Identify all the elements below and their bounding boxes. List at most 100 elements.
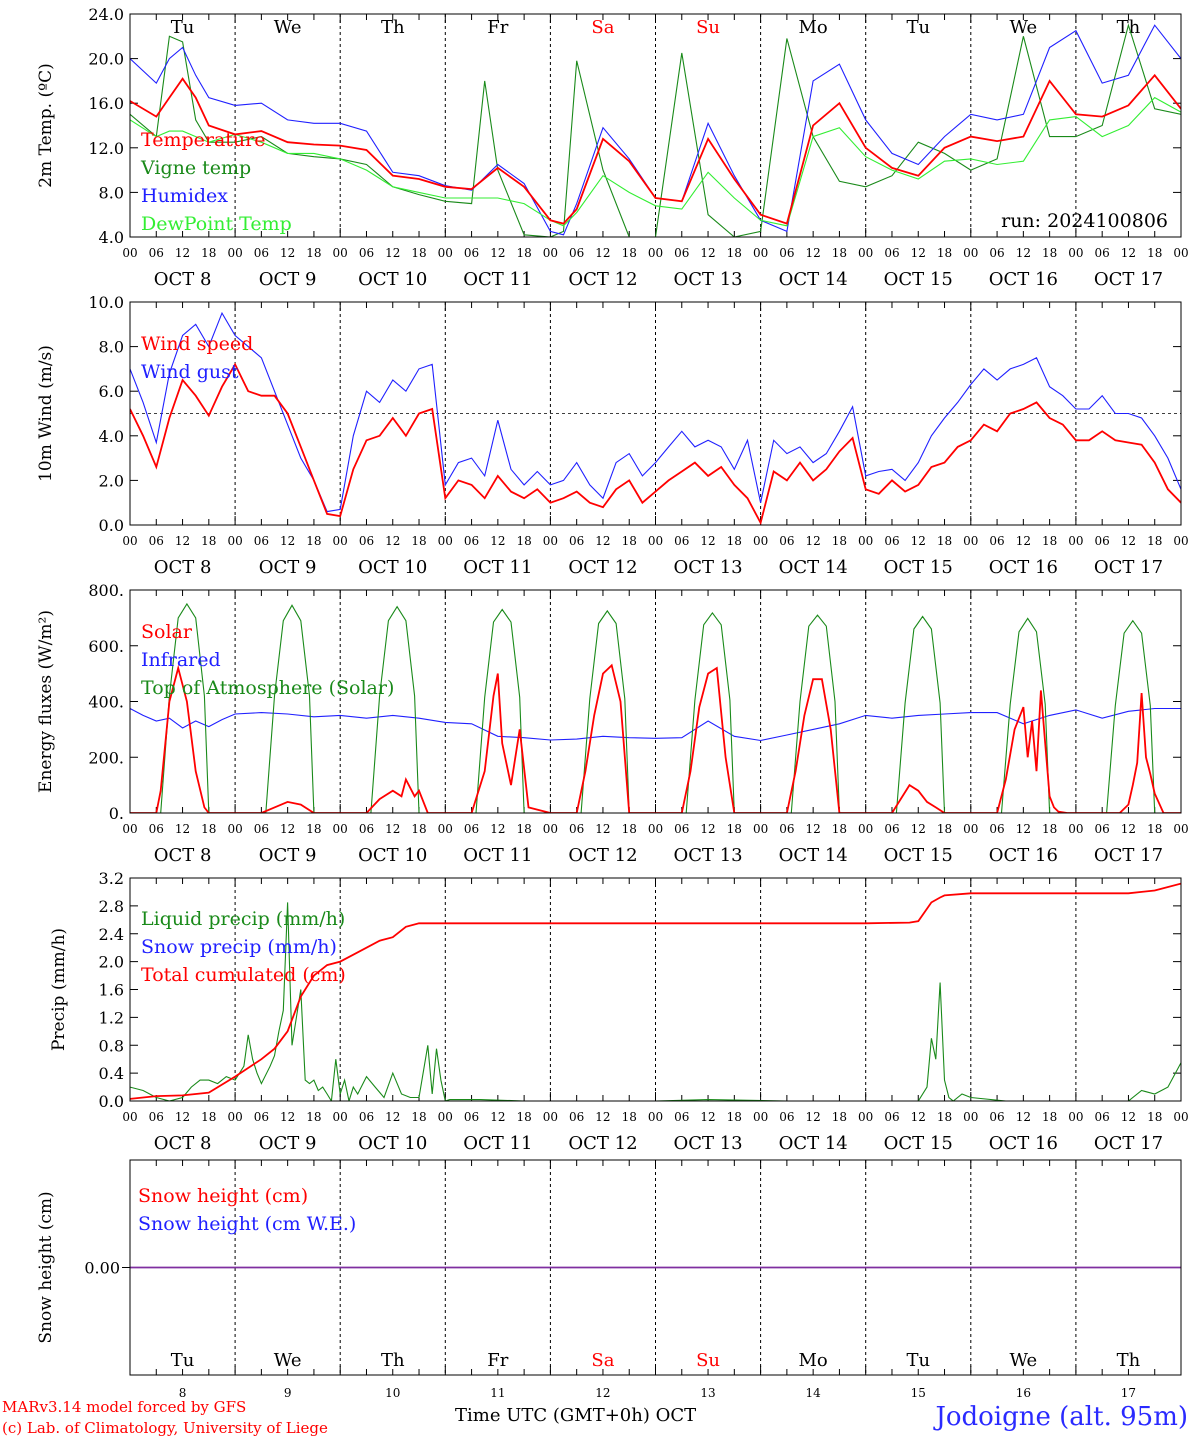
hour-label: 18: [727, 246, 742, 260]
hour-label: 12: [1121, 1110, 1136, 1124]
y-tick-label: 0.0: [99, 516, 124, 535]
hour-label: 18: [937, 1110, 952, 1124]
hour-label: 12: [175, 246, 190, 260]
panel-3: 0. 200. 400. 600. 800. Energy fluxes (W/m²) 00…: [36, 581, 1189, 866]
hour-label: 12: [175, 1110, 190, 1124]
hour-label: 06: [989, 246, 1004, 260]
hour-label: 00: [648, 534, 663, 548]
weekday-label: Tu: [171, 1350, 195, 1371]
hour-label: 00: [753, 822, 768, 836]
hour-label: 18: [1147, 1110, 1162, 1124]
series-line-temperature: [130, 73, 1181, 225]
legend-dewpoint-temp: DewPoint Temp: [141, 213, 292, 235]
weekday-label: Fr: [487, 17, 508, 38]
hour-label: 12: [700, 534, 715, 548]
date-label: OCT 11: [463, 557, 532, 578]
hour-label: 06: [464, 822, 479, 836]
hour-label: 18: [201, 1110, 216, 1124]
series-line-solar: [130, 663, 1181, 813]
hour-label: 00: [963, 1110, 978, 1124]
hour-label: 06: [359, 246, 374, 260]
legend-wind-gust: Wind gust: [141, 361, 239, 383]
weekday-label: Sa: [591, 17, 614, 38]
y-tick-label: 0.: [109, 804, 124, 823]
y-tick-label: 0.0: [99, 1092, 124, 1111]
hour-label: 18: [622, 534, 637, 548]
hour-label: 06: [149, 1110, 164, 1124]
hour-label: 00: [122, 822, 137, 836]
hour-label: 06: [254, 822, 269, 836]
series-line-infrared: [130, 707, 1181, 742]
hour-label: 00: [438, 1110, 453, 1124]
hour-label: 00: [122, 246, 137, 260]
hour-label: 12: [806, 1110, 821, 1124]
hour-label: 00: [227, 822, 242, 836]
legend-snow-height-cm-w-e-: Snow height (cm W.E.): [138, 1213, 356, 1235]
date-label: OCT 11: [463, 269, 532, 290]
hour-label: 00: [753, 534, 768, 548]
hour-label: 18: [1147, 246, 1162, 260]
date-label: OCT 15: [884, 557, 953, 578]
legend-total-cumulated-cm-: Total cumulated (cm): [141, 964, 346, 986]
hour-label: 18: [832, 246, 847, 260]
y-axis-title: 10m Wind (m/s): [36, 345, 56, 482]
hour-label: 12: [595, 822, 610, 836]
hour-label: 00: [438, 246, 453, 260]
hour-label: 12: [700, 246, 715, 260]
weekday-label: Tu: [906, 17, 930, 38]
weekday-label: Mo: [799, 17, 828, 38]
hour-label: 12: [911, 534, 926, 548]
y-tick-label: 12.0: [88, 139, 124, 158]
model-credit-line: MARv3.14 model forced by GFS: [2, 1398, 247, 1416]
hour-label: 06: [569, 534, 584, 548]
hour-label: 00: [1173, 1110, 1188, 1124]
hour-label: 06: [1095, 246, 1110, 260]
hour-label: 12: [175, 534, 190, 548]
hour-label: 06: [1095, 1110, 1110, 1124]
hour-label: 06: [569, 822, 584, 836]
y-tick-label: 4.0: [99, 228, 124, 247]
hour-label: 00: [122, 534, 137, 548]
panel-frame: [129, 1159, 1182, 1376]
y-tick-label: 800.: [88, 581, 124, 600]
date-label: OCT 10: [358, 845, 427, 866]
hour-label: 18: [937, 534, 952, 548]
hour-label: 18: [937, 822, 952, 836]
hour-label: 06: [254, 1110, 269, 1124]
hour-label: 06: [149, 822, 164, 836]
hour-label: 00: [1173, 534, 1188, 548]
weekday-label: Su: [696, 1350, 720, 1371]
date-label: OCT 17: [1094, 557, 1163, 578]
y-tick-label: 4.0: [99, 427, 124, 446]
hour-label: 12: [1016, 534, 1031, 548]
hour-label: 06: [1095, 822, 1110, 836]
panel-frame: [129, 301, 1182, 526]
hour-label: 06: [569, 246, 584, 260]
hour-label: 00: [858, 822, 873, 836]
date-label: OCT 9: [259, 1133, 317, 1154]
hour-label: 12: [385, 1110, 400, 1124]
hour-label: 00: [543, 534, 558, 548]
y-tick-label: 10.0: [88, 293, 124, 312]
hour-label: 18: [622, 822, 637, 836]
hour-label: 18: [832, 822, 847, 836]
hour-label: 00: [333, 822, 348, 836]
date-label: OCT 12: [568, 269, 637, 290]
y-tick-label: 0.4: [99, 1064, 124, 1083]
hour-label: 12: [385, 534, 400, 548]
hour-label: 18: [622, 246, 637, 260]
hour-label: 06: [674, 246, 689, 260]
hour-label: 18: [1042, 822, 1057, 836]
hour-label: 00: [963, 822, 978, 836]
date-label: OCT 9: [259, 557, 317, 578]
hour-label: 18: [411, 246, 426, 260]
hour-label: 18: [727, 534, 742, 548]
day-number-label: 17: [1121, 1386, 1136, 1400]
hour-label: 12: [595, 534, 610, 548]
hour-label: 00: [333, 1110, 348, 1124]
legend-snow-precip-mm-h-: Snow precip (mm/h): [141, 936, 337, 958]
y-tick-label: 16.0: [88, 94, 124, 113]
day-number-label: 13: [700, 1386, 715, 1400]
date-label: OCT 16: [989, 557, 1058, 578]
hour-label: 00: [227, 534, 242, 548]
